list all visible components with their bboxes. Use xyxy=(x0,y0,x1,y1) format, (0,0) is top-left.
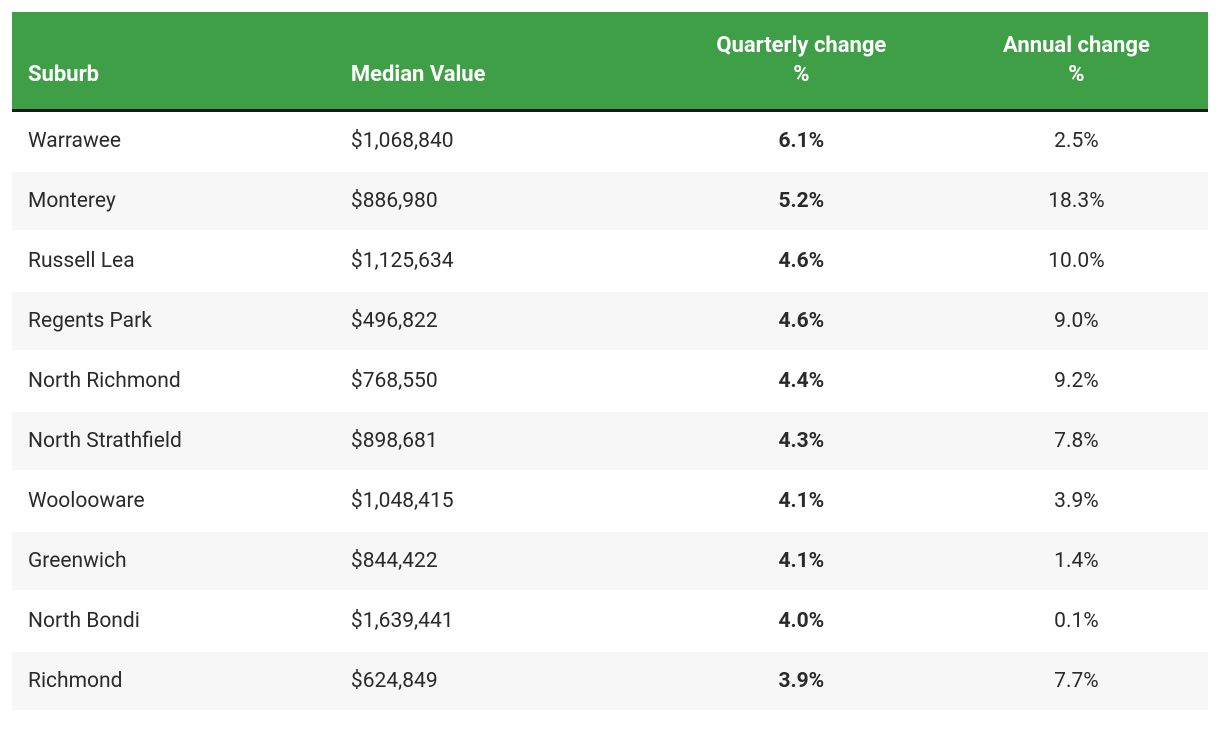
cell-annual-change: 7.7% xyxy=(945,651,1208,711)
cell-annual-change: 2.5% xyxy=(945,111,1208,172)
cell-annual-change: 1.4% xyxy=(945,531,1208,591)
cell-median-value: $1,125,634 xyxy=(335,231,658,291)
cell-quarterly-change: 6.1% xyxy=(658,111,945,172)
cell-suburb: Warrawee xyxy=(12,111,335,172)
header-median-value: Median Value xyxy=(335,12,658,111)
header-annual-label-line1: Annual change xyxy=(961,32,1192,61)
cell-median-value: $844,422 xyxy=(335,531,658,591)
table-row: Regents Park$496,8224.6%9.0% xyxy=(12,291,1208,351)
cell-quarterly-change: 4.3% xyxy=(658,411,945,471)
cell-quarterly-change: 4.1% xyxy=(658,531,945,591)
cell-median-value: $898,681 xyxy=(335,411,658,471)
cell-suburb: Monterey xyxy=(12,171,335,231)
header-quarterly-change: Quarterly change % xyxy=(658,12,945,111)
cell-annual-change: 18.3% xyxy=(945,171,1208,231)
cell-suburb: Richmond xyxy=(12,651,335,711)
header-median-label: Median Value xyxy=(351,61,642,90)
cell-median-value: $1,048,415 xyxy=(335,471,658,531)
cell-suburb: North Richmond xyxy=(12,351,335,411)
table-row: Russell Lea$1,125,6344.6%10.0% xyxy=(12,231,1208,291)
table-row: Greenwich$844,4224.1%1.4% xyxy=(12,531,1208,591)
cell-quarterly-change: 3.9% xyxy=(658,651,945,711)
cell-median-value: $768,550 xyxy=(335,351,658,411)
table-body: Warrawee$1,068,8406.1%2.5%Monterey$886,9… xyxy=(12,111,1208,712)
cell-annual-change: 7.8% xyxy=(945,411,1208,471)
cell-quarterly-change: 4.0% xyxy=(658,591,945,651)
header-quarterly-label-line1: Quarterly change xyxy=(674,32,929,61)
cell-suburb: Russell Lea xyxy=(12,231,335,291)
table-row: Monterey$886,9805.2%18.3% xyxy=(12,171,1208,231)
cell-median-value: $886,980 xyxy=(335,171,658,231)
suburb-data-table-container: Suburb Median Value Quarterly change % A… xyxy=(12,12,1208,712)
cell-quarterly-change: 4.4% xyxy=(658,351,945,411)
cell-median-value: $496,822 xyxy=(335,291,658,351)
table-row: North Bondi$1,639,4414.0%0.1% xyxy=(12,591,1208,651)
cell-suburb: North Bondi xyxy=(12,591,335,651)
cell-median-value: $1,639,441 xyxy=(335,591,658,651)
cell-annual-change: 10.0% xyxy=(945,231,1208,291)
cell-annual-change: 9.2% xyxy=(945,351,1208,411)
table-row: Woolooware$1,048,4154.1%3.9% xyxy=(12,471,1208,531)
cell-suburb: Greenwich xyxy=(12,531,335,591)
header-quarterly-label-line2: % xyxy=(674,61,929,90)
cell-suburb: North Strathfield xyxy=(12,411,335,471)
cell-median-value: $624,849 xyxy=(335,651,658,711)
cell-quarterly-change: 4.1% xyxy=(658,471,945,531)
suburb-data-table: Suburb Median Value Quarterly change % A… xyxy=(12,12,1208,712)
table-row: Warrawee$1,068,8406.1%2.5% xyxy=(12,111,1208,172)
cell-suburb: Regents Park xyxy=(12,291,335,351)
cell-quarterly-change: 5.2% xyxy=(658,171,945,231)
header-suburb-label: Suburb xyxy=(28,61,319,90)
table-header-row: Suburb Median Value Quarterly change % A… xyxy=(12,12,1208,111)
cell-quarterly-change: 4.6% xyxy=(658,231,945,291)
cell-median-value: $1,068,840 xyxy=(335,111,658,172)
table-header: Suburb Median Value Quarterly change % A… xyxy=(12,12,1208,111)
header-annual-change: Annual change % xyxy=(945,12,1208,111)
cell-quarterly-change: 4.6% xyxy=(658,291,945,351)
cell-annual-change: 3.9% xyxy=(945,471,1208,531)
cell-suburb: Woolooware xyxy=(12,471,335,531)
cell-annual-change: 0.1% xyxy=(945,591,1208,651)
table-row: Richmond$624,8493.9%7.7% xyxy=(12,651,1208,711)
table-row: North Richmond$768,5504.4%9.2% xyxy=(12,351,1208,411)
cell-annual-change: 9.0% xyxy=(945,291,1208,351)
table-row: North Strathfield$898,6814.3%7.8% xyxy=(12,411,1208,471)
header-annual-label-line2: % xyxy=(961,61,1192,90)
header-suburb: Suburb xyxy=(12,12,335,111)
